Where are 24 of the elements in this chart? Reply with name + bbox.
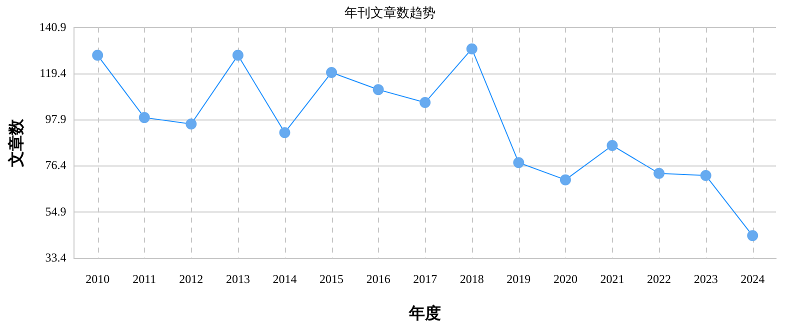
x-tick-label: 2023 — [694, 272, 718, 286]
y-axis-title: 文章数 — [8, 118, 26, 168]
x-tick-label: 2024 — [740, 272, 765, 286]
y-tick-label: 76.4 — [45, 158, 66, 172]
x-tick-label: 2022 — [647, 272, 672, 286]
y-tick-label: 97.9 — [45, 112, 66, 126]
x-tick-label: 2015 — [320, 272, 344, 286]
x-tick-label: 2021 — [600, 272, 624, 286]
x-tick-label: 2017 — [413, 272, 438, 286]
x-tick-label: 2019 — [506, 272, 531, 286]
chart-title: 年刊文章数趋势 — [344, 5, 436, 20]
x-tick-label: 2013 — [226, 272, 250, 286]
x-tick-label: 2020 — [553, 272, 578, 286]
x-tick-label: 2012 — [179, 272, 204, 286]
x-tick-label: 2011 — [132, 272, 156, 286]
y-tick-label: 140.9 — [39, 20, 66, 34]
x-tick-label: 2010 — [86, 272, 110, 286]
y-tick-label: 33.4 — [45, 250, 66, 265]
x-tick-label: 2018 — [460, 272, 484, 286]
x-tick-label: 2016 — [366, 272, 390, 286]
x-tick-label: 2014 — [272, 272, 297, 286]
y-tick-label: 119.4 — [40, 66, 66, 80]
y-tick-label: 54.9 — [45, 204, 66, 218]
x-axis-title: 年度 — [408, 304, 442, 323]
